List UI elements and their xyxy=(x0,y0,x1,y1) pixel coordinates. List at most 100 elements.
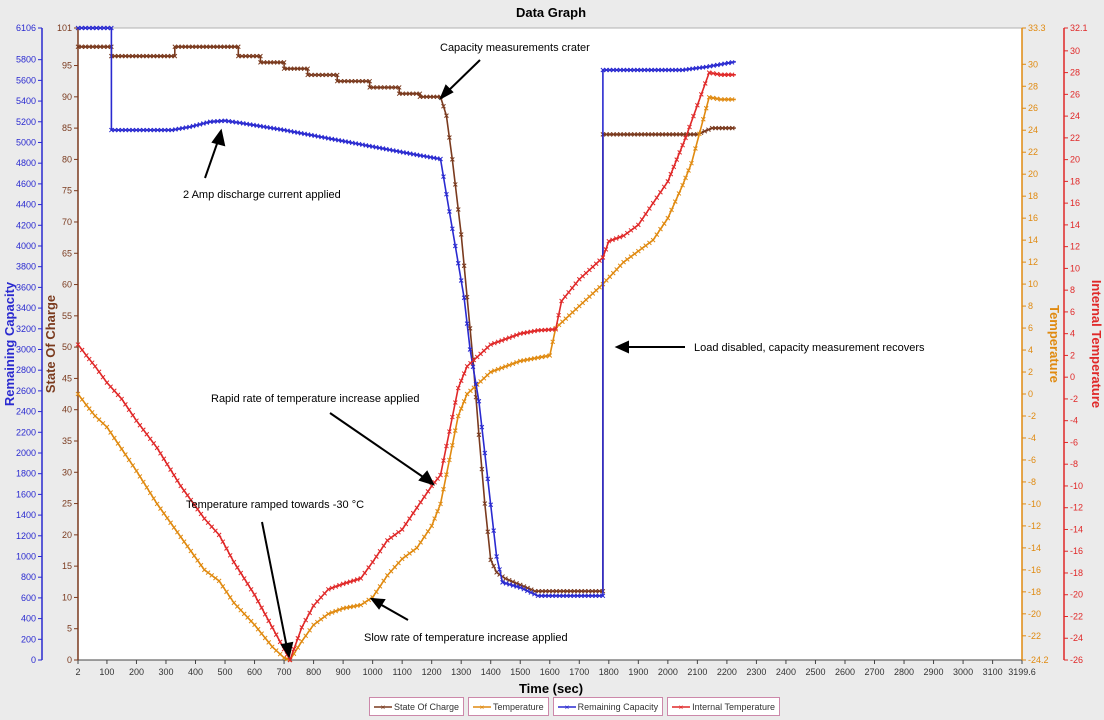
data-point xyxy=(417,94,423,100)
data-point xyxy=(700,116,706,122)
y-tick-label: 85 xyxy=(62,123,72,133)
legend-item-remaining-capacity[interactable]: × Remaining Capacity xyxy=(552,697,664,716)
legend-item-internal-temperature[interactable]: × Internal Temperature xyxy=(667,697,781,716)
data-point xyxy=(90,25,96,31)
data-point xyxy=(723,125,728,131)
data-point xyxy=(495,339,501,345)
data-point xyxy=(252,592,257,598)
data-point xyxy=(407,551,412,556)
data-point xyxy=(340,581,346,587)
data-point xyxy=(571,588,577,594)
data-point xyxy=(168,520,173,526)
data-point xyxy=(373,554,379,560)
data-point xyxy=(151,127,157,133)
data-point xyxy=(539,588,545,594)
data-point xyxy=(164,461,170,467)
data-point xyxy=(650,237,656,243)
y-tick-label: -2 xyxy=(1070,394,1078,404)
data-point xyxy=(394,148,399,154)
y-tick-label: 4 xyxy=(1070,329,1075,339)
data-point xyxy=(514,332,519,338)
data-point xyxy=(238,570,244,576)
data-point xyxy=(97,44,103,50)
y-tick-label: 50 xyxy=(62,342,72,352)
data-point xyxy=(285,128,290,134)
y-tick-label: -18 xyxy=(1028,587,1041,597)
data-point xyxy=(111,435,117,441)
y-tick-label: 2400 xyxy=(16,407,36,417)
data-point xyxy=(656,132,662,137)
data-point xyxy=(434,94,440,100)
data-point xyxy=(676,191,682,196)
data-point xyxy=(550,588,556,594)
x-tick-label: 1400 xyxy=(481,667,501,677)
data-point xyxy=(621,132,627,137)
data-point xyxy=(161,456,167,462)
y-tick-label: 5 xyxy=(67,624,72,634)
data-point xyxy=(198,511,204,517)
y-tick-label: 28 xyxy=(1028,81,1038,91)
data-point xyxy=(96,369,102,375)
data-point xyxy=(642,67,647,73)
data-point xyxy=(233,119,239,125)
legend-item-state-of-charge[interactable]: × State Of Charge xyxy=(369,697,465,716)
data-point xyxy=(635,222,641,228)
data-point xyxy=(228,44,234,50)
data-point xyxy=(119,446,125,452)
y-tick-label: 30 xyxy=(1028,59,1038,69)
y-tick-label: 22 xyxy=(1070,133,1080,143)
data-point xyxy=(185,543,190,549)
data-point xyxy=(172,53,178,59)
y-tick-label: 75 xyxy=(62,186,72,196)
data-point xyxy=(660,132,665,137)
legend-item-temperature[interactable]: × Temperature xyxy=(468,697,549,716)
data-point xyxy=(458,378,464,384)
data-point xyxy=(224,589,229,595)
data-point xyxy=(711,63,716,68)
y-tick-label: 3600 xyxy=(16,282,36,292)
data-point xyxy=(247,53,252,59)
data-point xyxy=(444,191,449,197)
data-point xyxy=(654,195,660,201)
data-point xyxy=(158,127,164,133)
data-point xyxy=(288,128,294,134)
y-tick-label: 4 xyxy=(1028,345,1033,355)
data-point xyxy=(295,130,301,135)
y-tick-label: 1000 xyxy=(16,551,36,561)
annotation-ramp: Temperature ramped towards -30 °C xyxy=(186,499,364,511)
series-temp xyxy=(75,94,736,663)
data-point xyxy=(126,53,132,59)
data-point xyxy=(491,563,497,569)
data-point xyxy=(337,582,342,588)
plot-area xyxy=(77,27,1023,661)
data-point xyxy=(154,501,160,507)
data-point xyxy=(179,44,185,50)
data-point xyxy=(169,127,175,133)
y-tick-label: 45 xyxy=(62,373,72,383)
series-soc xyxy=(75,44,736,594)
data-point xyxy=(75,44,81,50)
y-tick-label: -4 xyxy=(1028,433,1036,443)
data-point xyxy=(464,321,470,326)
data-point xyxy=(614,267,620,272)
data-point xyxy=(624,257,630,262)
x-tick-label: 3100 xyxy=(983,667,1003,677)
y-tick-label: -8 xyxy=(1028,477,1036,487)
data-point xyxy=(524,588,530,594)
y-tick-label: 6 xyxy=(1070,307,1075,317)
data-point xyxy=(438,472,443,478)
data-point xyxy=(144,431,150,437)
data-point xyxy=(231,600,237,606)
y-tick-label: 40 xyxy=(62,405,72,415)
data-point xyxy=(318,616,324,622)
data-point xyxy=(322,591,328,596)
data-point xyxy=(112,53,118,59)
data-point xyxy=(554,588,559,594)
data-point xyxy=(255,626,261,632)
data-point xyxy=(181,488,187,493)
data-point xyxy=(367,85,373,90)
data-point xyxy=(410,91,416,97)
data-point xyxy=(373,589,379,595)
data-point xyxy=(671,164,677,170)
data-point xyxy=(92,413,98,419)
